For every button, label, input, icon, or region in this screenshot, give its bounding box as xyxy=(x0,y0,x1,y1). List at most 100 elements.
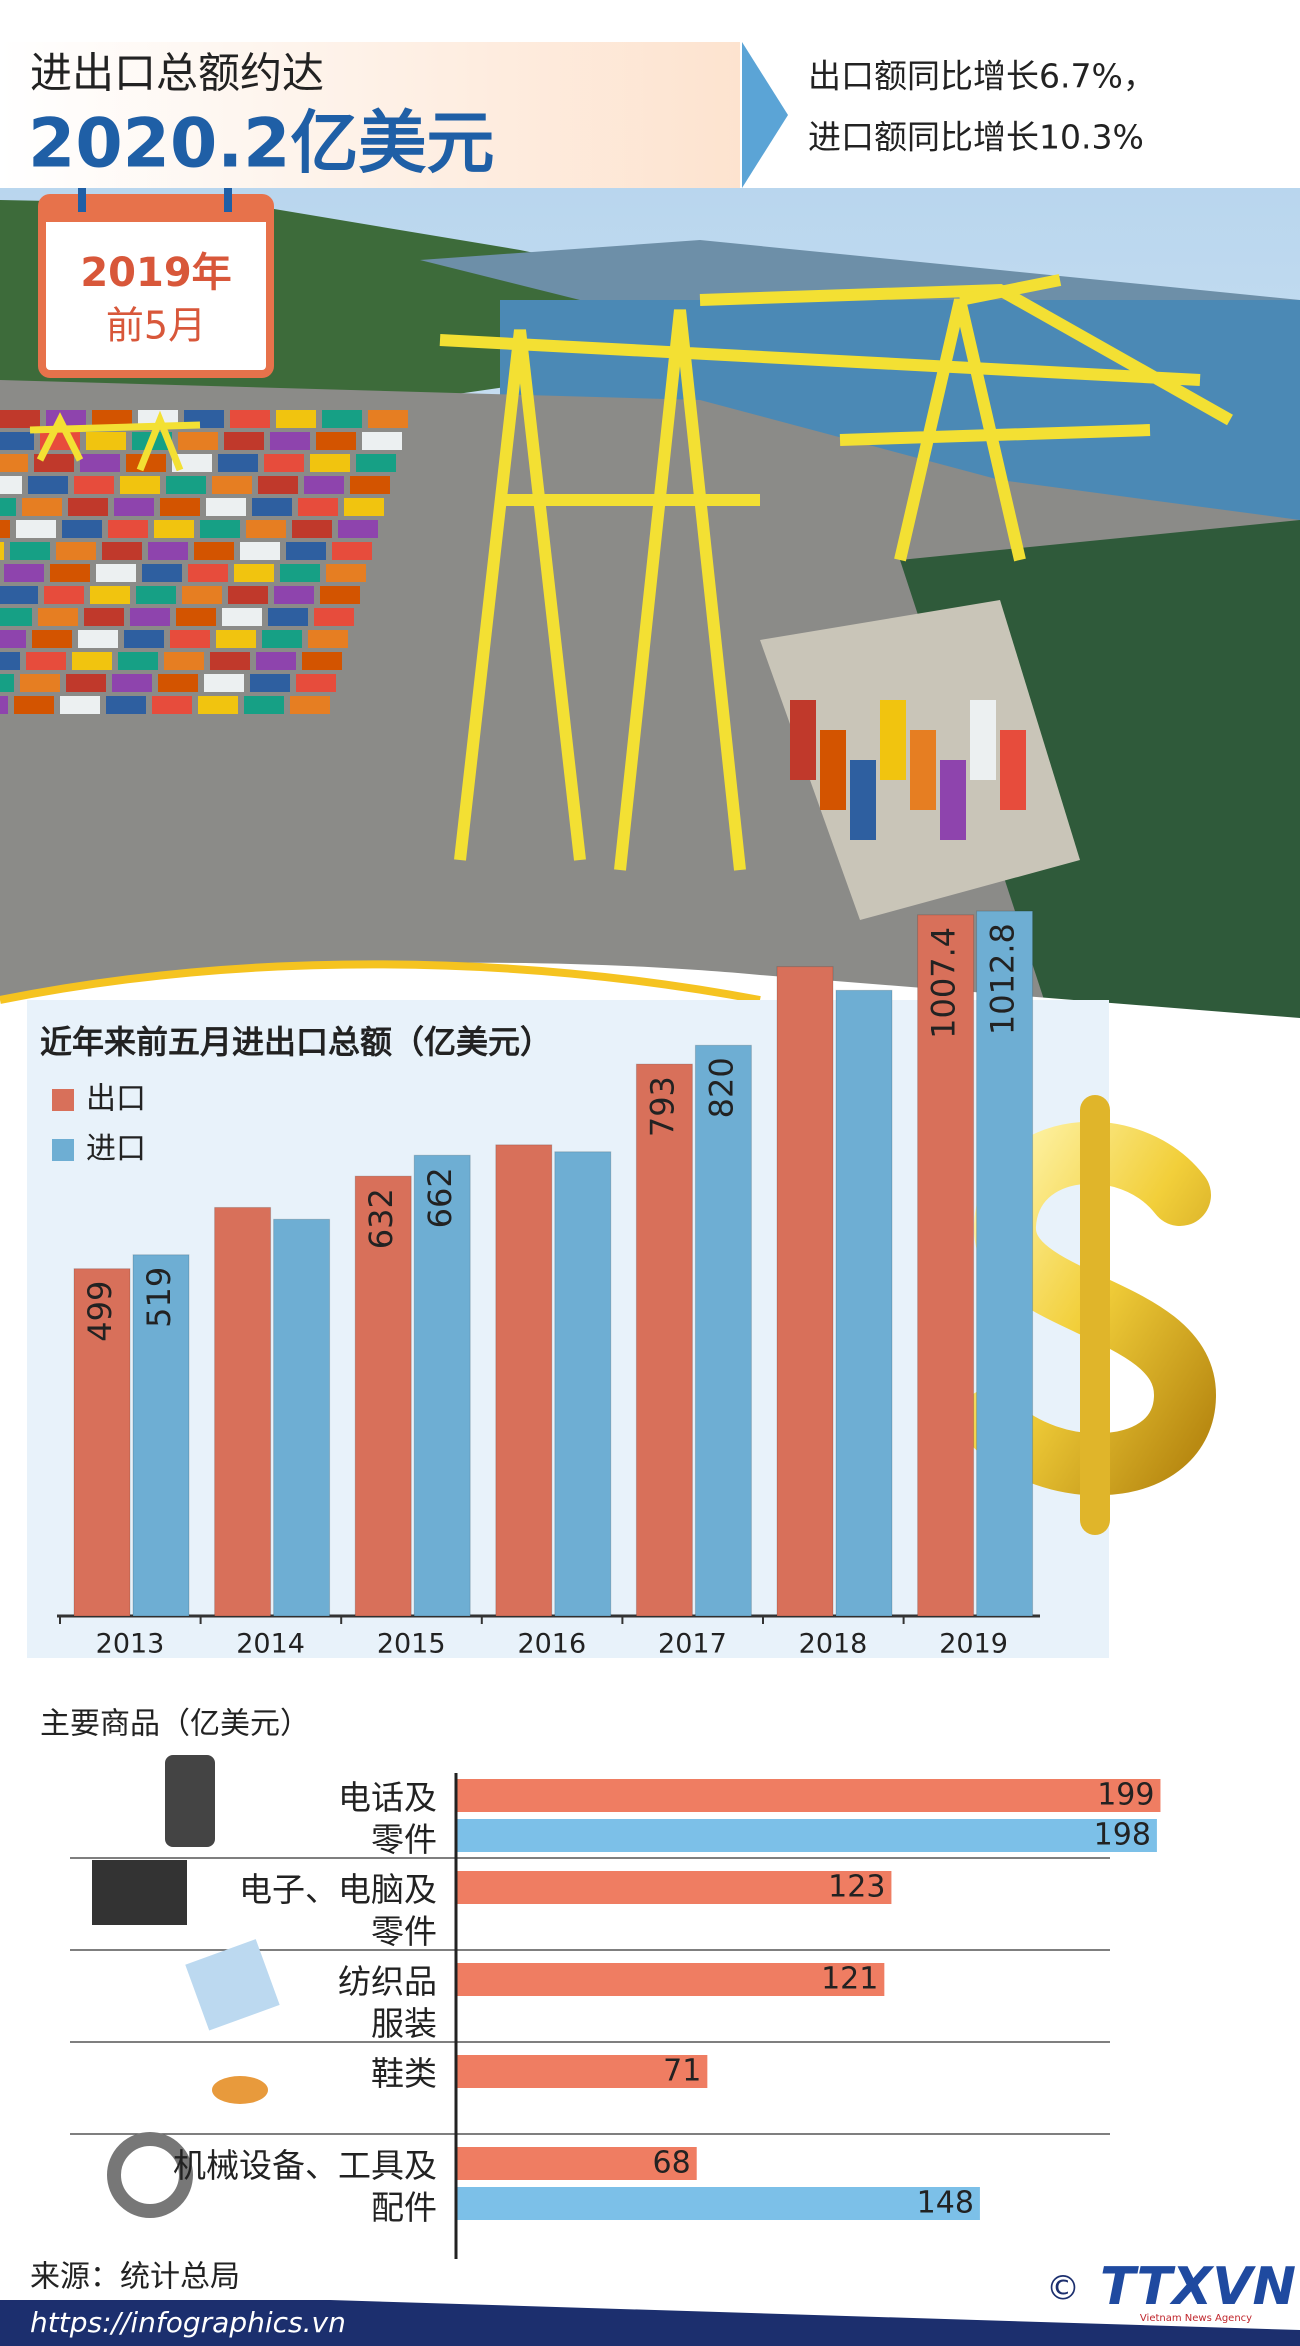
container xyxy=(130,608,170,626)
value-label: 123 xyxy=(828,1870,885,1905)
container xyxy=(96,564,136,582)
category-label: 电话及 零件 xyxy=(338,1778,437,1859)
source: 来源：统计总局 xyxy=(30,2260,240,2295)
container xyxy=(166,476,206,494)
crane-3 xyxy=(29,410,201,472)
container xyxy=(0,542,4,560)
container xyxy=(164,652,204,670)
container xyxy=(274,586,314,604)
container xyxy=(0,454,28,472)
bar xyxy=(354,1175,412,1617)
logo: TTXVN xyxy=(1100,2257,1296,2317)
value-label: 662 xyxy=(421,1167,459,1228)
yellow-swoosh xyxy=(0,960,761,1004)
container xyxy=(258,476,298,494)
container xyxy=(124,630,164,648)
legend-swatch xyxy=(52,1139,74,1161)
container xyxy=(182,586,222,604)
container xyxy=(10,542,50,560)
category-label: 纺织品 服装 xyxy=(338,1962,437,2043)
value-label: 199 xyxy=(1097,1778,1154,1813)
container xyxy=(194,542,234,560)
value-label: 632 xyxy=(362,1188,400,1249)
bar xyxy=(917,914,975,1617)
product-icon xyxy=(185,1939,280,2031)
container xyxy=(142,564,182,582)
container xyxy=(0,652,20,670)
container xyxy=(154,520,194,538)
container xyxy=(320,586,360,604)
container xyxy=(86,432,126,450)
x-tick-label: 2018 xyxy=(799,1629,868,1660)
port-photo xyxy=(0,188,1300,1018)
container xyxy=(252,498,292,516)
container xyxy=(108,520,148,538)
container xyxy=(198,696,238,714)
bar xyxy=(456,2055,708,2088)
container xyxy=(1000,730,1026,810)
container xyxy=(820,730,846,810)
container xyxy=(176,608,216,626)
container xyxy=(178,432,218,450)
value-label: 793 xyxy=(643,1076,681,1137)
container xyxy=(228,586,268,604)
container xyxy=(114,498,154,516)
container xyxy=(338,520,378,538)
crane-1 xyxy=(439,283,1233,871)
value-label: 1012.8 xyxy=(984,923,1022,1035)
container xyxy=(326,564,366,582)
container xyxy=(148,542,188,560)
container xyxy=(60,696,100,714)
badge-top xyxy=(42,198,270,222)
container xyxy=(256,652,296,670)
value-label: 820 xyxy=(702,1057,740,1118)
bar xyxy=(132,1254,190,1617)
value-label: 121 xyxy=(821,1962,878,1997)
value-label: 68 xyxy=(653,2146,691,2181)
container xyxy=(170,630,210,648)
container xyxy=(92,410,132,428)
container xyxy=(368,410,408,428)
container xyxy=(356,454,396,472)
container xyxy=(4,564,44,582)
badge-period: 前5月 xyxy=(106,304,206,348)
container xyxy=(224,432,264,450)
container xyxy=(0,476,22,494)
container xyxy=(222,608,262,626)
container xyxy=(296,674,336,692)
container xyxy=(112,674,152,692)
container xyxy=(304,476,344,494)
container xyxy=(276,410,316,428)
bar xyxy=(214,1206,272,1617)
container xyxy=(160,498,200,516)
value-label: 198 xyxy=(1094,1818,1151,1853)
bar xyxy=(776,966,834,1617)
container xyxy=(22,498,62,516)
container xyxy=(246,520,286,538)
crane-2 xyxy=(839,274,1151,562)
container xyxy=(90,586,130,604)
container xyxy=(66,674,106,692)
value-label: 148 xyxy=(917,2186,974,2221)
legend-label: 出口 xyxy=(86,1082,146,1117)
container xyxy=(362,432,402,450)
product-icon xyxy=(165,1755,215,1847)
container xyxy=(286,542,326,560)
bar xyxy=(495,1144,553,1617)
product-icon xyxy=(107,2132,193,2218)
container xyxy=(210,652,250,670)
value-label: 71 xyxy=(663,2054,701,2089)
container xyxy=(308,630,348,648)
container xyxy=(80,454,120,472)
container xyxy=(270,432,310,450)
container xyxy=(44,586,84,604)
container xyxy=(332,542,372,560)
container xyxy=(280,564,320,582)
chart-title: 近年来前五月进出口总额（亿美元） xyxy=(40,1023,552,1061)
bar xyxy=(456,1871,892,1904)
x-tick-label: 2015 xyxy=(377,1629,446,1660)
x-tick-label: 2017 xyxy=(658,1629,727,1660)
container xyxy=(188,564,228,582)
